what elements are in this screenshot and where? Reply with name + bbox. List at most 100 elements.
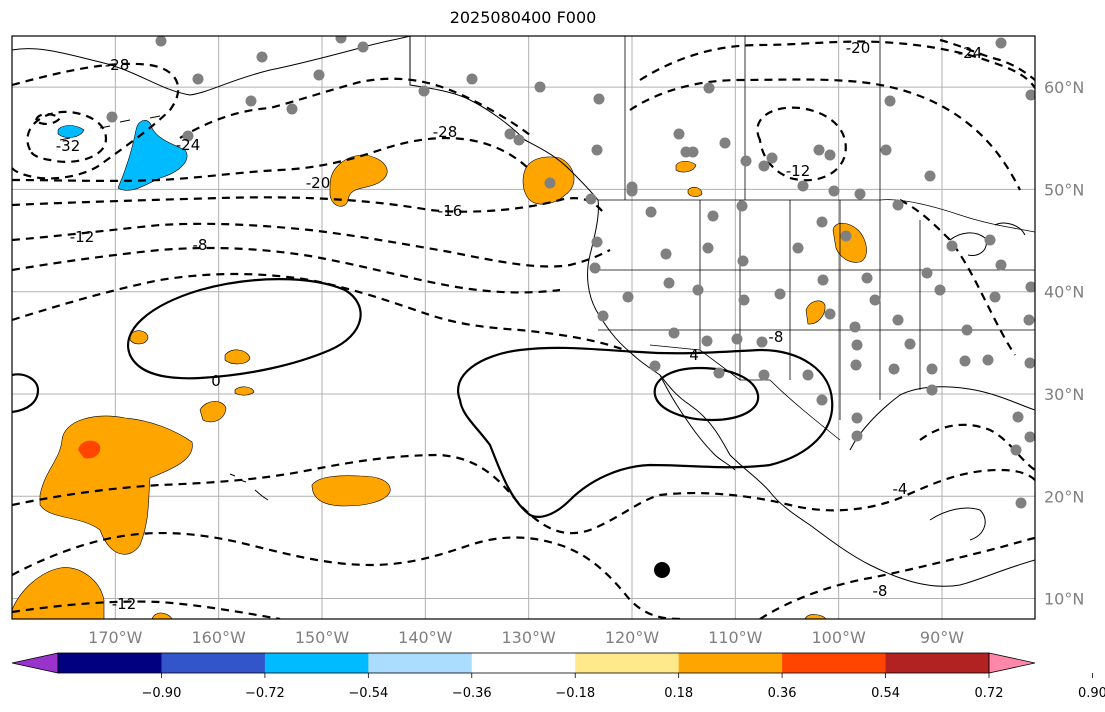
station-marker — [926, 384, 938, 396]
latitude-tick-label: 30°N — [1044, 385, 1084, 404]
station-marker — [663, 277, 675, 289]
contour-zero-edge — [12, 373, 40, 414]
height-contours — [12, 38, 1035, 619]
contour-label: -20 — [306, 174, 331, 192]
station-marker — [286, 103, 298, 115]
station-marker — [591, 236, 603, 248]
aleutians — [59, 115, 161, 141]
negative-area-small — [57, 125, 85, 138]
contour-label: -24 — [958, 44, 983, 62]
station-marker — [1015, 497, 1027, 509]
station-marker — [1023, 314, 1035, 326]
station-marker — [591, 144, 603, 156]
station-marker — [828, 185, 840, 197]
colorbar-segment — [575, 653, 680, 673]
station-marker — [934, 284, 946, 296]
us-mexico-border — [649, 344, 841, 441]
station-marker — [593, 93, 605, 105]
colorbar-tick-label: −0.18 — [555, 686, 595, 701]
anomaly-area-canada — [675, 160, 697, 173]
contour-four — [653, 366, 760, 422]
map-title: 2025080400 F000 — [449, 8, 597, 27]
station-marker — [824, 308, 836, 320]
contour-label: -8 — [873, 582, 888, 600]
contour-minus-28 — [12, 62, 180, 180]
west-coast — [587, 199, 1035, 587]
contour-minus-32b — [34, 113, 62, 125]
contour-label: -8 — [769, 328, 784, 346]
station-marker — [816, 216, 828, 228]
longitude-tick-label: 140°W — [398, 628, 453, 647]
contour-label: -32 — [56, 137, 81, 155]
station-marker — [995, 37, 1007, 49]
station-markers — [106, 36, 1035, 509]
longitude-tick-label: 100°W — [811, 628, 866, 647]
storm-center-marker — [654, 562, 670, 578]
station-marker — [544, 177, 556, 189]
contour-labels: -32 -28 -24 -20 -16 -12 -8 0 4 -4 -8 -12… — [56, 39, 983, 613]
contour-label: -28 — [105, 56, 130, 74]
contour-minus-12-canada — [756, 106, 847, 182]
colorbar-tick-label: 0.72 — [975, 686, 1004, 701]
contour-label: -8 — [193, 236, 208, 254]
contour-label: -12 — [112, 595, 137, 613]
station-marker — [1024, 357, 1035, 369]
contour-label: -16 — [438, 202, 463, 220]
contour-minus-4-east — [919, 423, 1035, 471]
station-marker — [959, 355, 971, 367]
station-marker — [719, 137, 731, 149]
station-marker — [816, 394, 828, 406]
map-background — [12, 36, 1035, 619]
station-marker — [824, 149, 836, 161]
latitude-labels: 60°N 50°N 40°N 30°N 20°N 10°N — [1044, 78, 1084, 608]
station-marker — [926, 363, 938, 375]
station-marker — [740, 155, 752, 167]
anomaly-area-hawaii — [311, 475, 391, 507]
longitude-tick-label: 90°W — [920, 628, 964, 647]
station-marker — [626, 185, 638, 197]
station-marker — [849, 321, 861, 333]
station-marker — [880, 144, 892, 156]
station-marker — [649, 360, 661, 372]
longitude-tick-label: 150°W — [295, 628, 350, 647]
colorbar-extend-high — [988, 652, 1036, 674]
station-marker — [774, 288, 786, 300]
colorbar-segment — [264, 653, 369, 673]
contour-minus-24-ne — [939, 38, 1035, 81]
colorbar-tick-label: −0.54 — [348, 686, 388, 701]
anomaly-shading — [12, 154, 867, 619]
station-marker — [1024, 431, 1035, 443]
station-marker — [851, 430, 863, 442]
contour-minus-12 — [12, 222, 611, 268]
station-marker — [736, 200, 748, 212]
station-marker — [1025, 281, 1035, 293]
station-marker — [106, 111, 118, 123]
yucatan — [929, 507, 986, 541]
station-marker — [921, 267, 933, 279]
station-marker — [1012, 411, 1024, 423]
colorbar-segment — [782, 653, 887, 673]
colorbar-tick-label: −0.72 — [245, 686, 285, 701]
colorbar-tick-label: 0.18 — [664, 686, 693, 701]
anomaly-area-central-2 — [224, 349, 251, 365]
anomaly-area-gulf-alaska — [329, 154, 388, 207]
station-marker — [245, 95, 257, 107]
station-marker — [766, 152, 778, 164]
station-marker — [702, 242, 714, 254]
station-marker — [466, 73, 478, 85]
station-marker — [707, 210, 719, 222]
station-marker — [884, 95, 896, 107]
station-marker — [797, 180, 809, 192]
station-marker — [961, 324, 973, 336]
longitude-tick-label: 170°W — [88, 628, 143, 647]
station-marker — [418, 85, 430, 97]
station-marker — [673, 128, 685, 140]
station-marker — [840, 230, 852, 242]
longitude-tick-label: 130°W — [501, 628, 556, 647]
station-marker — [687, 146, 699, 158]
station-marker — [692, 284, 704, 296]
anomaly-area-central-3 — [199, 401, 227, 423]
station-marker — [182, 130, 194, 142]
longitude-labels: 170°W 160°W 150°W 140°W 130°W 120°W 110°W 100°W… — [88, 628, 964, 647]
